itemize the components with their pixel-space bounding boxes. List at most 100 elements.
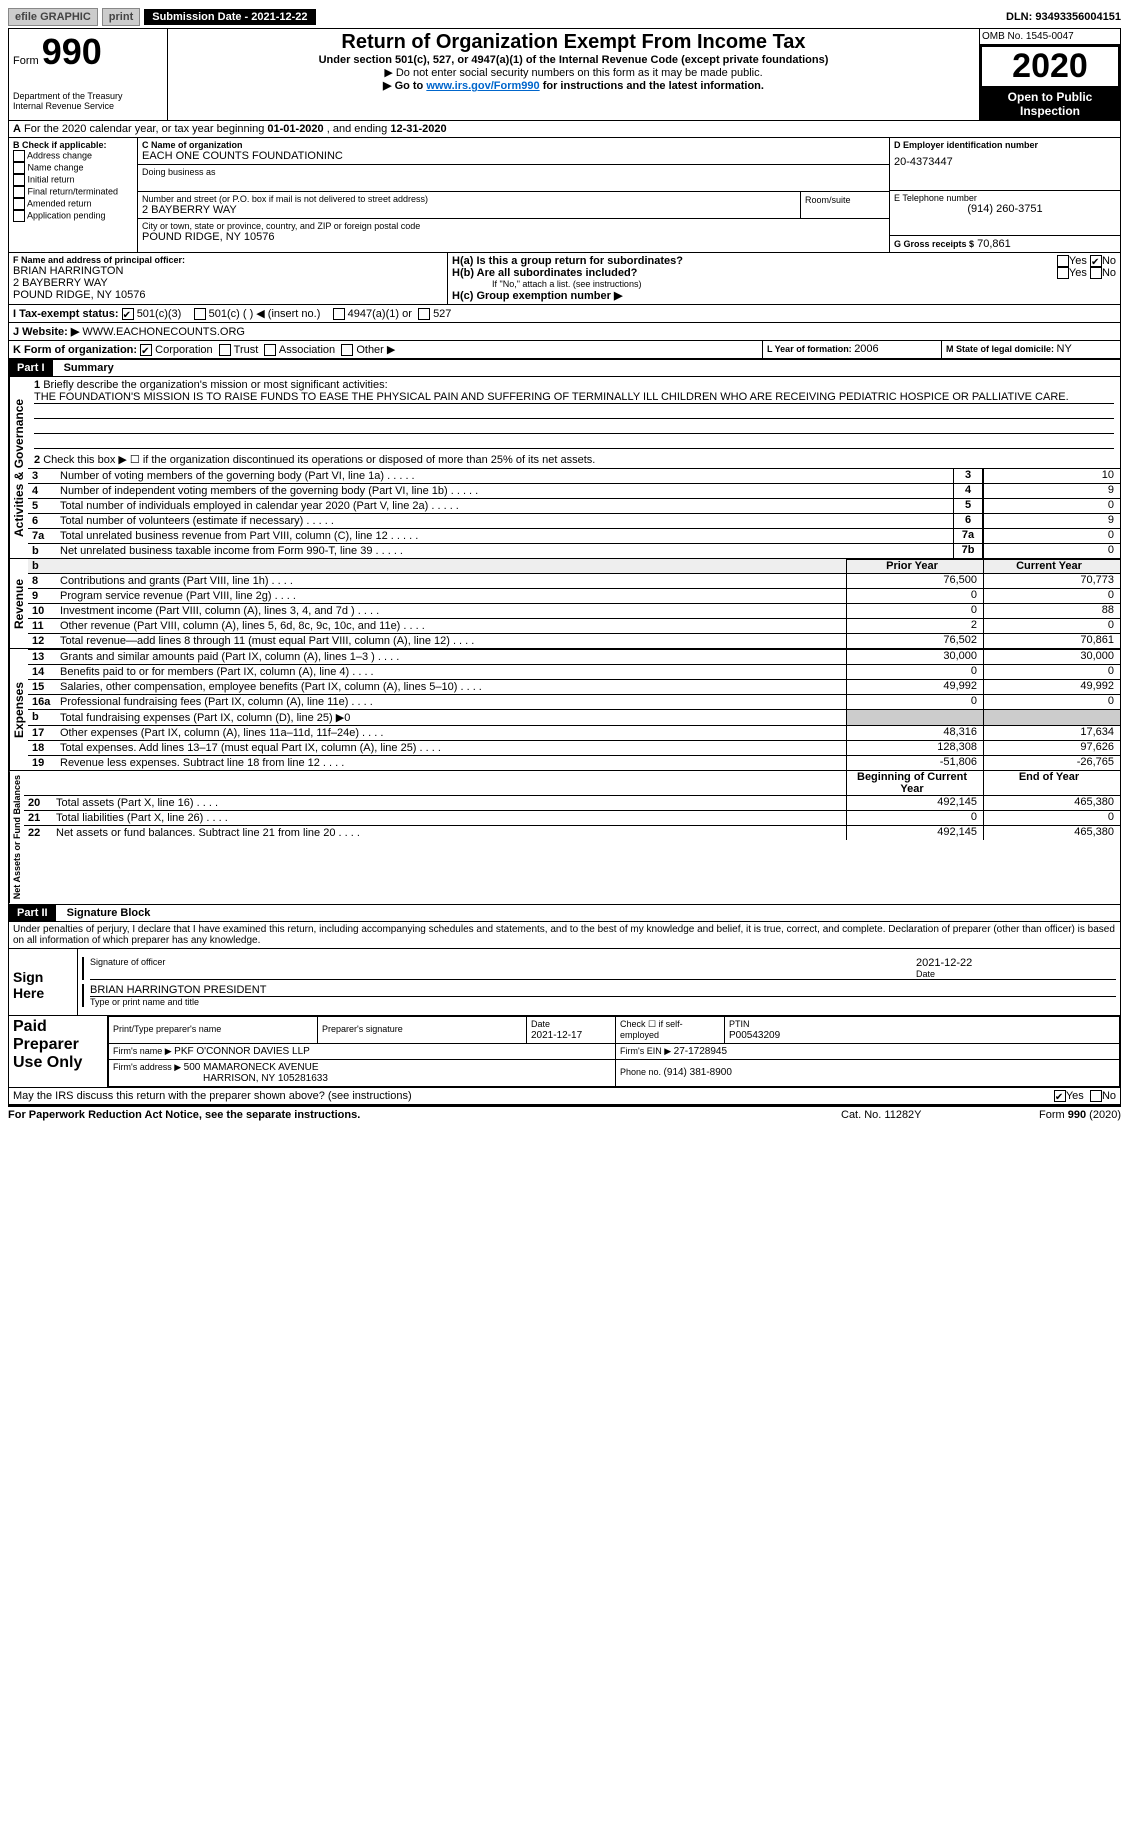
firm-addr-label: Firm's address ▶ — [113, 1062, 184, 1072]
firm-name-label: Firm's name ▶ — [113, 1046, 174, 1056]
current-year-value: 0 — [983, 619, 1120, 633]
prior-year-value: 2 — [846, 619, 983, 633]
officer-addr2: POUND RIDGE, NY 10576 — [13, 289, 443, 301]
print-btn[interactable]: print — [102, 8, 140, 26]
line-a-prefix: A — [13, 123, 21, 135]
line-box: 4 — [953, 484, 983, 498]
line-text: Net assets or fund balances. Subtract li… — [56, 826, 846, 840]
firm-addr1: 500 MAMARONECK AVENUE — [184, 1062, 319, 1073]
mission-text: THE FOUNDATION'S MISSION IS TO RAISE FUN… — [34, 391, 1114, 404]
footer-form-num: 990 — [1068, 1109, 1086, 1121]
opt-trust: Trust — [234, 344, 259, 356]
opt-501c3: 501(c)(3) — [137, 308, 182, 320]
line-text: Total number of individuals employed in … — [60, 499, 953, 513]
city-label: City or town, state or province, country… — [142, 221, 885, 231]
h-a-yes[interactable] — [1057, 255, 1069, 267]
boxb-opt[interactable] — [13, 162, 25, 174]
line-k-label: K Form of organization: — [13, 344, 137, 356]
type-name-label: Type or print name and title — [90, 997, 1116, 1007]
ptin-label: PTIN — [729, 1019, 750, 1029]
preparer-table: Print/Type preparer's name Preparer's si… — [108, 1016, 1120, 1087]
boxb-opt[interactable] — [13, 174, 25, 186]
h-b-no[interactable] — [1090, 267, 1102, 279]
footer: For Paperwork Reduction Act Notice, see … — [8, 1105, 1121, 1121]
gross-receipts-label: G Gross receipts $ — [894, 239, 974, 249]
line-num: 12 — [28, 634, 60, 648]
yes-label: Yes — [1069, 255, 1087, 267]
dept-treasury: Department of the Treasury — [13, 91, 163, 101]
chk-corp[interactable] — [140, 344, 152, 356]
form-number: 990 — [42, 31, 102, 72]
sig-date: 2021-12-22 — [916, 957, 1116, 969]
sig-officer-label: Signature of officer — [90, 957, 916, 979]
chk-4947[interactable] — [333, 308, 345, 320]
line-value: 10 — [983, 469, 1120, 483]
declaration: Under penalties of perjury, I declare th… — [9, 922, 1120, 948]
prior-year-value: 492,145 — [846, 796, 983, 810]
current-year-value: 97,626 — [983, 741, 1120, 755]
discuss-no-label: No — [1102, 1090, 1116, 1102]
omb-number: OMB No. 1545-0047 — [980, 29, 1120, 45]
h-b-yes[interactable] — [1057, 267, 1069, 279]
line-text: Other expenses (Part IX, column (A), lin… — [60, 726, 846, 740]
prior-year-value: -51,806 — [846, 756, 983, 770]
ptin-value: P00543209 — [729, 1030, 780, 1041]
h-c-label: H(c) Group exemption number ▶ — [452, 289, 1116, 302]
pra-notice: For Paperwork Reduction Act Notice, see … — [8, 1109, 841, 1121]
part1-title: Summary — [56, 360, 122, 376]
goto-link[interactable]: www.irs.gov/Form990 — [426, 80, 539, 92]
sign-here: Sign Here — [9, 949, 78, 1015]
line-a: A For the 2020 calendar year, or tax yea… — [9, 121, 1120, 138]
form-subtitle: Under section 501(c), 527, or 4947(a)(1)… — [172, 54, 975, 66]
line-num: 18 — [28, 741, 60, 755]
firm-phone: (914) 381-8900 — [664, 1067, 732, 1078]
mission-blank3 — [34, 434, 1114, 449]
h-a-no[interactable] — [1090, 255, 1102, 267]
discuss-yes[interactable] — [1054, 1090, 1066, 1102]
opt-other: Other ▶ — [356, 344, 395, 356]
boxb-opt[interactable] — [13, 198, 25, 210]
efile-btn[interactable]: efile GRAPHIC — [8, 8, 98, 26]
chk-other[interactable] — [341, 344, 353, 356]
line-num: 13 — [28, 650, 60, 664]
chk-assoc[interactable] — [264, 344, 276, 356]
discuss-no[interactable] — [1090, 1090, 1102, 1102]
line-box: 5 — [953, 499, 983, 513]
boxb-opt[interactable] — [13, 150, 25, 162]
no-label-2: No — [1102, 267, 1116, 279]
discuss-yes-label: Yes — [1066, 1090, 1084, 1102]
line-num: 5 — [28, 499, 60, 513]
chk-501c[interactable] — [194, 308, 206, 320]
part1-header: Part I — [9, 360, 53, 376]
line-num: 7a — [28, 529, 60, 543]
ein-label: D Employer identification number — [894, 140, 1116, 150]
chk-527[interactable] — [418, 308, 430, 320]
line-num: b — [28, 710, 60, 725]
line-num: 16a — [28, 695, 60, 709]
opt-corp: Corporation — [155, 344, 212, 356]
line-text: Benefits paid to or for members (Part IX… — [60, 665, 846, 679]
line-num: 14 — [28, 665, 60, 679]
prior-year-value: 30,000 — [846, 650, 983, 664]
chk-trust[interactable] — [219, 344, 231, 356]
line-text: Contributions and grants (Part VIII, lin… — [60, 574, 846, 588]
discuss-question: May the IRS discuss this return with the… — [13, 1090, 1054, 1102]
cat-number: Cat. No. 11282Y — [841, 1109, 991, 1121]
line-text: Total liabilities (Part X, line 26) . . … — [56, 811, 846, 825]
ein-value: 20-4373447 — [894, 156, 1116, 168]
boxb-opt[interactable] — [13, 210, 25, 222]
opt-527: 527 — [433, 308, 451, 320]
col-begin-year: Beginning of Current Year — [846, 771, 983, 795]
firm-phone-label: Phone no. — [620, 1067, 664, 1077]
side-expenses: Expenses — [9, 649, 28, 770]
line-text: Total assets (Part X, line 16) . . . . — [56, 796, 846, 810]
prior-year-value: 492,145 — [846, 826, 983, 840]
boxb-opt[interactable] — [13, 186, 25, 198]
website-value: WWW.EACHONECOUNTS.ORG — [82, 326, 245, 338]
chk-501c3[interactable] — [122, 308, 134, 320]
line-text: Total revenue—add lines 8 through 11 (mu… — [60, 634, 846, 648]
line-a-text: For the 2020 calendar year, or tax year … — [24, 123, 267, 135]
line-text: Number of independent voting members of … — [60, 484, 953, 498]
firm-name: PKF O'CONNOR DAVIES LLP — [174, 1046, 310, 1057]
prior-year-value: 76,502 — [846, 634, 983, 648]
